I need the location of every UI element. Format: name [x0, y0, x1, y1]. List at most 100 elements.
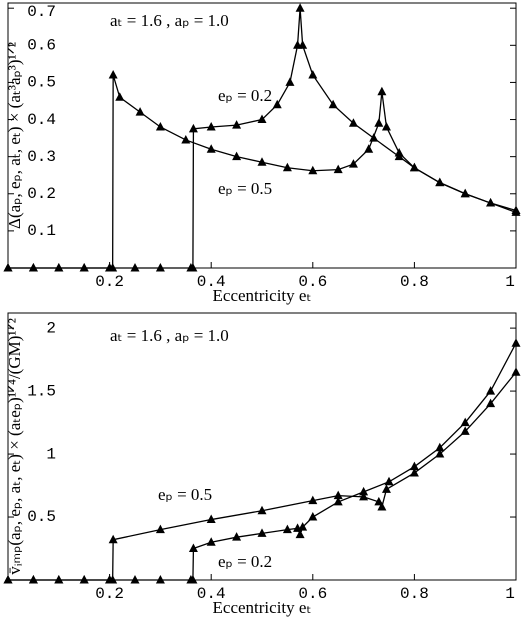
- triangle-marker: [308, 70, 318, 79]
- y-axis-label: v̄ᵢₘₚ(aₚ, eₚ, aₜ, eₜ) × (aₜeₚ)¹ᐟ⁴/(GM)¹ᐟ…: [5, 318, 24, 575]
- triangle-marker: [348, 159, 358, 168]
- triangle-marker: [188, 575, 198, 584]
- y-tick-label: 0.7: [27, 3, 56, 21]
- triangle-marker: [155, 575, 165, 584]
- x-tick-label: 0.6: [298, 273, 327, 291]
- x-tick-label: 0.6: [298, 585, 327, 603]
- triangle-marker: [394, 151, 404, 161]
- triangle-marker: [409, 461, 419, 471]
- triangle-marker: [3, 575, 13, 584]
- y-tick-label: 0.3: [27, 148, 56, 166]
- triangle-marker: [374, 118, 384, 127]
- triangle-marker: [155, 263, 165, 272]
- triangle-marker: [377, 86, 387, 96]
- annotation: aₜ = 1.6 , aₚ = 1.0: [110, 326, 229, 345]
- triangle-marker: [374, 496, 384, 506]
- y-tick-label: 1.5: [27, 382, 56, 400]
- triangle-marker: [308, 512, 318, 521]
- triangle-marker: [308, 165, 318, 175]
- triangle-marker: [381, 484, 391, 493]
- triangle-marker: [272, 99, 282, 109]
- triangle-marker: [308, 495, 318, 505]
- x-axis-label: Eccentricity eₜ: [213, 286, 312, 305]
- triangle-marker: [206, 121, 216, 131]
- triangle-marker: [282, 524, 292, 534]
- y-tick-label: 0.6: [27, 37, 56, 55]
- triangle-marker: [298, 40, 308, 49]
- x-tick-label: 0.2: [95, 585, 124, 603]
- annotation: eₚ = 0.2: [218, 86, 272, 105]
- triangle-marker: [333, 490, 343, 500]
- triangle-marker: [377, 501, 387, 511]
- triangle-marker: [105, 263, 115, 272]
- triangle-marker: [298, 522, 308, 531]
- y-tick-label: 0.5: [27, 74, 56, 92]
- series-line: [8, 342, 517, 581]
- triangle-marker: [79, 263, 89, 272]
- triangle-marker: [435, 177, 445, 187]
- triangle-marker: [108, 534, 118, 544]
- triangle-marker: [511, 367, 521, 376]
- triangle-marker: [460, 188, 470, 198]
- triangle-marker: [409, 162, 419, 172]
- triangle-marker: [188, 543, 198, 553]
- triangle-marker: [285, 77, 295, 86]
- triangle-marker: [232, 120, 242, 129]
- triangle-marker: [381, 121, 391, 131]
- triangle-marker: [181, 134, 191, 144]
- triangle-marker: [188, 123, 198, 133]
- x-tick-label: 0.4: [197, 273, 226, 291]
- triangle-marker: [435, 442, 445, 452]
- series-line: [8, 371, 517, 581]
- triangle-marker: [257, 528, 267, 537]
- y-axis-label: Δ(aₚ, eₚ, aₜ, eₜ) × (aₜ³aₚ³)¹ᐟ²: [5, 42, 24, 229]
- y-tick-label: 0.1: [27, 222, 56, 240]
- triangle-marker: [54, 263, 64, 272]
- triangle-marker: [188, 263, 198, 272]
- triangle-marker: [460, 426, 470, 435]
- x-tick-label: 0.4: [197, 585, 226, 603]
- triangle-marker: [359, 491, 369, 501]
- triangle-marker: [359, 486, 369, 496]
- plot-frame: [7, 2, 517, 269]
- triangle-marker: [486, 198, 496, 207]
- y-tick-label: 1: [46, 445, 56, 463]
- triangle-marker: [206, 514, 216, 524]
- triangle-marker: [232, 532, 242, 541]
- y-tick-label: 0.4: [27, 111, 56, 129]
- triangle-marker: [511, 338, 521, 347]
- triangle-marker: [486, 398, 496, 408]
- triangle-marker: [384, 476, 394, 486]
- triangle-marker: [206, 144, 216, 153]
- triangle-marker: [257, 505, 267, 515]
- x-tick-label: 0.2: [95, 273, 124, 291]
- triangle-marker: [295, 529, 305, 539]
- triangle-marker: [511, 205, 521, 214]
- annotation: eₚ = 0.5: [158, 485, 212, 504]
- triangle-marker: [130, 575, 140, 584]
- triangle-marker: [130, 263, 140, 272]
- triangle-marker: [28, 263, 38, 272]
- triangle-marker: [333, 164, 343, 174]
- triangle-marker: [257, 114, 267, 124]
- x-axis-label: Eccentricity eₜ: [213, 598, 312, 617]
- plot-frame: [7, 312, 517, 581]
- triangle-marker: [348, 118, 358, 127]
- triangle-marker: [333, 496, 343, 506]
- annotation: aₜ = 1.6 , aₚ = 1.0: [110, 11, 229, 30]
- triangle-marker: [54, 575, 64, 584]
- x-tick-label: 1: [505, 585, 515, 603]
- triangle-marker: [282, 162, 292, 172]
- series-line: [8, 8, 517, 269]
- annotation: eₚ = 0.5: [218, 179, 272, 198]
- triangle-marker: [409, 467, 419, 477]
- triangle-marker: [135, 107, 145, 116]
- triangle-marker: [108, 70, 118, 79]
- triangle-marker: [155, 524, 165, 534]
- triangle-marker: [460, 417, 470, 427]
- triangle-marker: [435, 449, 445, 458]
- triangle-marker: [115, 92, 125, 101]
- annotation: eₚ = 0.2: [218, 552, 272, 571]
- y-tick-label: 0.5: [27, 508, 56, 526]
- x-tick-label: 0.8: [400, 273, 429, 291]
